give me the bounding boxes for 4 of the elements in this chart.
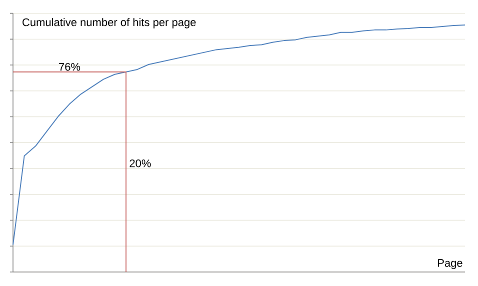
chart-title: Cumulative number of hits per page [22,18,196,28]
annotation: 20% [130,159,151,168]
x-axis-title: Page [438,259,462,270]
annotation: 76% [59,62,80,71]
